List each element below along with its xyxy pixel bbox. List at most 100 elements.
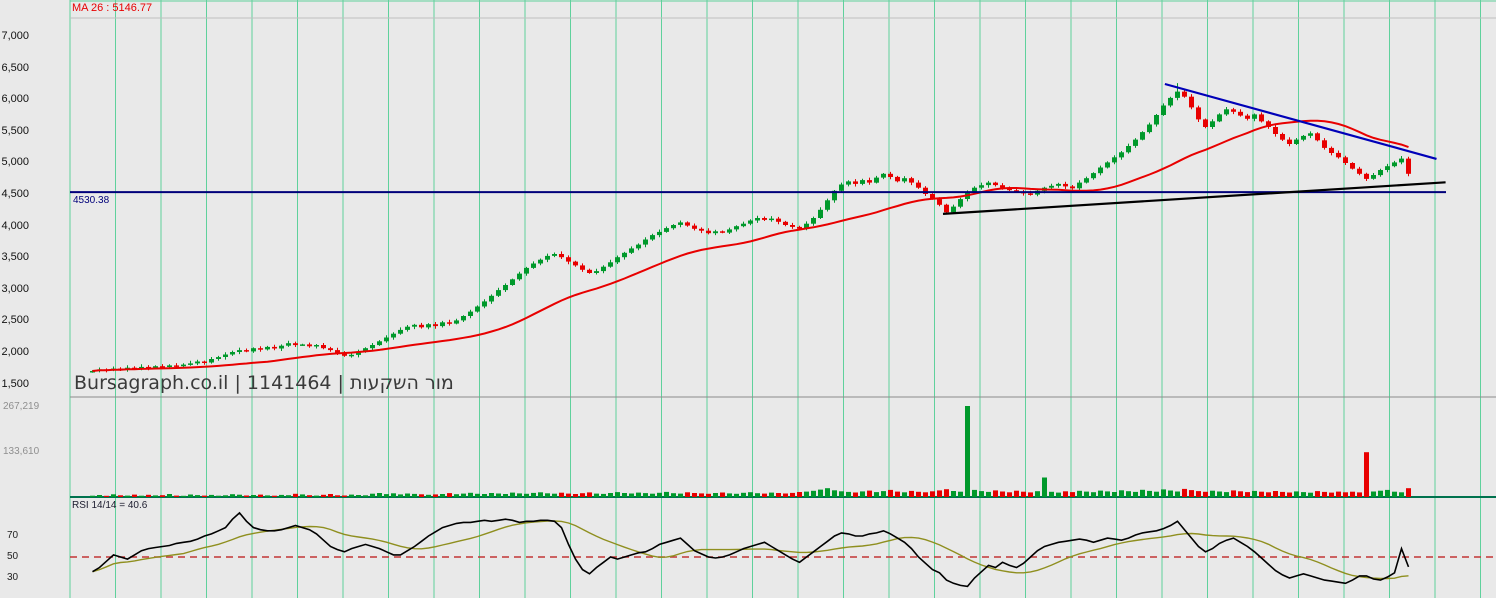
volume-bar: [1091, 492, 1096, 497]
volume-bar: [258, 494, 263, 497]
volume-bar: [853, 492, 858, 497]
candle-body: [972, 187, 977, 193]
volume-bar: [384, 494, 389, 497]
candle-body: [489, 295, 494, 302]
volume-bar: [958, 491, 963, 497]
volume-bar: [496, 493, 501, 497]
candle-body: [1357, 168, 1362, 174]
volume-bar: [272, 495, 277, 497]
candle-body: [538, 259, 543, 264]
candle-body: [412, 324, 417, 327]
candle-body: [853, 181, 858, 184]
candle-body: [202, 361, 207, 363]
volume-bar: [1336, 491, 1341, 497]
volume-bar: [825, 488, 830, 497]
volume-bar: [860, 491, 865, 497]
volume-bar: [1217, 491, 1222, 497]
candle-body: [1252, 114, 1257, 119]
volume-bar: [1392, 491, 1397, 497]
volume-bar: [1399, 492, 1404, 497]
volume-bar: [573, 494, 578, 497]
candle-body: [363, 348, 368, 352]
candle-body: [517, 273, 522, 280]
candle-body: [692, 225, 697, 229]
volume-bar: [629, 493, 634, 497]
volume-bar: [1196, 491, 1201, 497]
volume-bar: [1238, 491, 1243, 497]
candle-body: [1133, 139, 1138, 146]
volume-bar: [538, 492, 543, 497]
candle-body: [1140, 132, 1145, 140]
candle-body: [769, 218, 774, 221]
volume-bar: [1049, 491, 1054, 497]
candle-body: [566, 257, 571, 262]
candle-body: [608, 262, 613, 267]
candle-body: [174, 365, 179, 367]
candle-body: [1091, 173, 1096, 179]
volume-bar: [419, 494, 424, 497]
candle-body: [1280, 134, 1285, 140]
candle-body: [377, 341, 382, 346]
candle-body: [748, 220, 753, 224]
volume-bar: [335, 495, 340, 497]
candle-body: [1343, 157, 1348, 163]
rsi-signal-line: [92, 520, 1409, 580]
volume-bar: [601, 493, 606, 497]
volume-bar: [895, 491, 900, 497]
candle-body: [1224, 109, 1229, 115]
volume-bar: [209, 494, 214, 497]
candle-body: [601, 266, 606, 272]
candle-body: [573, 261, 578, 266]
candle-body: [153, 366, 158, 368]
volume-bar: [356, 495, 361, 497]
volume-bar: [1056, 492, 1061, 497]
volume-bar: [489, 493, 494, 497]
volume-bar: [552, 493, 557, 497]
volume-bar: [902, 492, 907, 497]
volume-bar: [1378, 490, 1383, 497]
volume-bar: [986, 491, 991, 497]
volume-bar: [440, 494, 445, 497]
candle-body: [846, 181, 851, 185]
candle-body: [1238, 111, 1243, 116]
volume-bar: [279, 494, 284, 497]
volume-bar: [748, 492, 753, 497]
candle-body: [1147, 124, 1152, 133]
candle-body: [244, 350, 249, 352]
candle-body: [1315, 133, 1320, 141]
volume-bar: [783, 493, 788, 497]
volume-bar: [1000, 491, 1005, 497]
candle-body: [1231, 109, 1236, 112]
volume-bar: [174, 495, 179, 497]
candle-body: [405, 326, 410, 330]
volume-bar: [916, 491, 921, 497]
volume-bar: [594, 493, 599, 497]
volume-bar: [1364, 452, 1369, 497]
candle-body: [664, 228, 669, 232]
candle-body: [307, 344, 312, 347]
candle-body: [503, 285, 508, 291]
trendline-resistance: [1164, 82, 1437, 160]
volume-bar: [342, 495, 347, 497]
candle-body: [1196, 107, 1201, 120]
candle-body: [1189, 96, 1194, 108]
volume-bar: [293, 493, 298, 497]
candle-body: [391, 333, 396, 338]
volume-bar: [811, 490, 816, 497]
volume-bar: [664, 491, 669, 497]
candle-body: [440, 322, 445, 327]
volume-bar: [1168, 490, 1173, 497]
candle-body: [888, 173, 893, 177]
volume-bar: [713, 493, 718, 497]
candle-body: [447, 322, 452, 324]
volume-bar: [832, 490, 837, 497]
candle-body: [1308, 133, 1313, 136]
volume-bar: [741, 492, 746, 497]
candle-body: [1210, 121, 1215, 127]
candle-body: [720, 231, 725, 233]
volume-bar: [1371, 491, 1376, 497]
volume-bar: [993, 490, 998, 497]
volume-bar: [1315, 491, 1320, 497]
candle-body: [300, 344, 305, 346]
